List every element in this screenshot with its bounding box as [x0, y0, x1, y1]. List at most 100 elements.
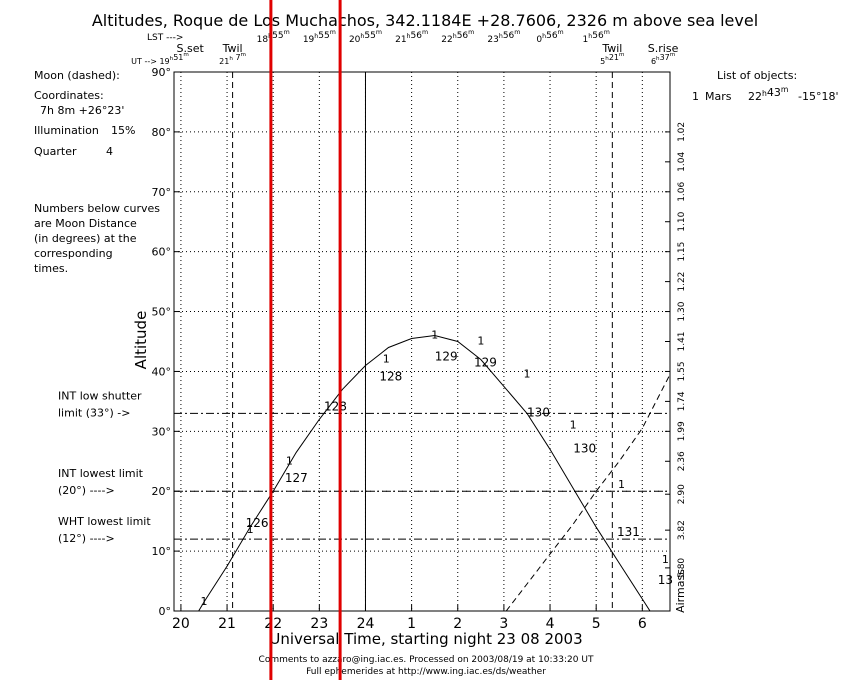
airmass-tick-label: 1.41	[677, 331, 687, 351]
airmass-tick-label: 1.10	[677, 211, 687, 231]
footer-line-2: Full ephemerides at http://www.ing.iac.e…	[306, 667, 546, 677]
illumination-value: 15%	[111, 124, 135, 137]
object-marker: 1	[431, 329, 438, 342]
x-tick-label: 5	[592, 616, 601, 632]
airmass-tick-label: 1.99	[677, 421, 687, 441]
object-name: Mars	[705, 90, 732, 103]
y-tick-label: 90°	[152, 66, 172, 79]
airmass-tick-label: 1.02	[677, 122, 687, 142]
moon-distance-label: 131	[617, 525, 640, 539]
x-tick-label: 4	[546, 616, 555, 632]
object-dec: -15°18'	[798, 90, 839, 103]
x-tick-label: 23	[310, 616, 328, 632]
lst-tick-label: 21h56m	[395, 29, 428, 45]
moon-distance-label: 128	[379, 369, 402, 383]
x-tick-label: 24	[357, 616, 375, 632]
object-marker: 1	[247, 523, 254, 536]
sunset-label: S.set	[177, 42, 205, 55]
moon-distance-note: Numbers below curves are Moon Distance (in…	[34, 202, 160, 275]
y-tick-label: 20°	[152, 485, 172, 498]
x-tick-label: 20	[172, 616, 190, 632]
y-tick-label: 30°	[152, 425, 172, 438]
lst-header: LST --->	[147, 33, 183, 43]
object-marker: 1	[383, 352, 390, 365]
coordinates-label: Coordinates:	[34, 89, 104, 102]
coordinates-value: 7h 8m +26°23'	[40, 104, 124, 117]
lst-tick-label: 1h56m	[583, 29, 610, 45]
x-tick-label: 3	[499, 616, 508, 632]
airmass-tick-label: 1.55	[677, 361, 687, 381]
y-axis-label: Altitude	[132, 311, 150, 370]
limit-label: (12°) ---->	[58, 532, 115, 545]
moon-distance-label: 130	[573, 441, 596, 455]
object-ra: 22h43m	[748, 85, 788, 103]
object-index: 1	[692, 90, 699, 103]
moon-curve	[505, 374, 670, 611]
y-tick-label: 10°	[152, 545, 172, 558]
quarter-value: 4	[106, 145, 113, 158]
plot-area: 0°10°20°30°40°50°60°70°80°90°20 21 22 23 24 1…	[58, 29, 687, 632]
note-line: Numbers below curves	[34, 202, 160, 215]
x-tick-label: 2	[453, 616, 462, 632]
limit-label: (20°) ---->	[58, 484, 115, 497]
y-tick-label: 60°	[152, 246, 172, 259]
footer-line-1: Comments to azzaro@ing.iac.es. Processed…	[259, 655, 594, 665]
note-line: are Moon Distance	[34, 217, 137, 230]
y-tick-label: 80°	[152, 126, 172, 139]
airmass-tick-label: 2.36	[677, 451, 687, 471]
lst-tick-label: 0h56m	[536, 29, 563, 45]
quarter-label: Quarter	[34, 145, 77, 158]
x-tick-label: 22	[264, 616, 282, 632]
sunrise-time: 6h37m	[651, 52, 675, 66]
limit-label: WHT lowest limit	[58, 515, 151, 528]
object-marker: 1	[200, 595, 207, 608]
twilight-time: 5h21m	[600, 52, 624, 66]
moon-distance-label: 127	[285, 471, 308, 485]
object-marker: 1	[618, 478, 625, 491]
airmass-tick-label: 1.06	[677, 181, 687, 201]
lst-tick-label: 19h55m	[303, 29, 336, 45]
x-axis-label: Universal Time, starting night 23 08 200…	[269, 630, 582, 648]
object-list-items: 1 Mars 22h43m -15°18'	[692, 85, 839, 103]
object-list-header: List of objects:	[717, 69, 797, 82]
moon-distance-label: 130	[527, 405, 550, 419]
note-line: times.	[34, 262, 68, 275]
object-marker: 1	[662, 553, 669, 566]
limit-label: INT lowest limit	[58, 467, 144, 480]
airmass-tick-label: 1.15	[677, 242, 687, 262]
moon-distance-label: 129	[435, 350, 458, 364]
object-list: List of objects:	[717, 69, 797, 82]
object-curve	[198, 334, 651, 611]
lst-tick-label: 22h56m	[441, 29, 474, 45]
airmass-tick-label: 3.82	[677, 520, 687, 540]
object-marker: 1	[477, 334, 484, 347]
lst-tick-label: 20h55m	[349, 29, 382, 45]
twilight-label: Twil	[222, 42, 243, 55]
airmass-tick-label: 1.74	[677, 391, 687, 411]
y-tick-label: 40°	[152, 365, 172, 378]
moon-distance-label: 128	[324, 399, 347, 413]
moon-info-panel: Moon (dashed): Coordinates: 7h 8m +26°23…	[34, 69, 135, 158]
airmass-tick-label: 2.90	[677, 484, 687, 504]
moon-label: Moon (dashed):	[34, 69, 120, 82]
note-line: (in degrees) at the	[34, 232, 137, 245]
y-tick-label: 50°	[152, 306, 172, 319]
airmass-tick-label: 5.80	[677, 558, 687, 578]
lst-tick-label: 18h55m	[257, 29, 290, 45]
moon-distance-label: 126	[246, 516, 269, 530]
airmass-tick-label: 1.30	[677, 301, 687, 321]
moon-distance-label: 13	[658, 573, 673, 587]
y-tick-label: 0°	[159, 605, 172, 618]
x-tick-label: 21	[218, 616, 236, 632]
ut-header: UT --> 19h51m	[131, 52, 189, 66]
illumination-label: Illumination	[34, 124, 99, 137]
note-line: corresponding	[34, 247, 113, 260]
airmass-tick-label: 1.22	[677, 272, 687, 292]
chart-title: Altitudes, Roque de Los Muchachos, 342.1…	[92, 11, 758, 30]
twilight-time: 21h 7m	[219, 52, 246, 66]
twilight-label: Twil	[601, 42, 622, 55]
x-tick-label: 6	[638, 616, 647, 632]
limit-label: limit (33°) ->	[58, 406, 130, 419]
x-tick-label: 1	[407, 616, 416, 632]
